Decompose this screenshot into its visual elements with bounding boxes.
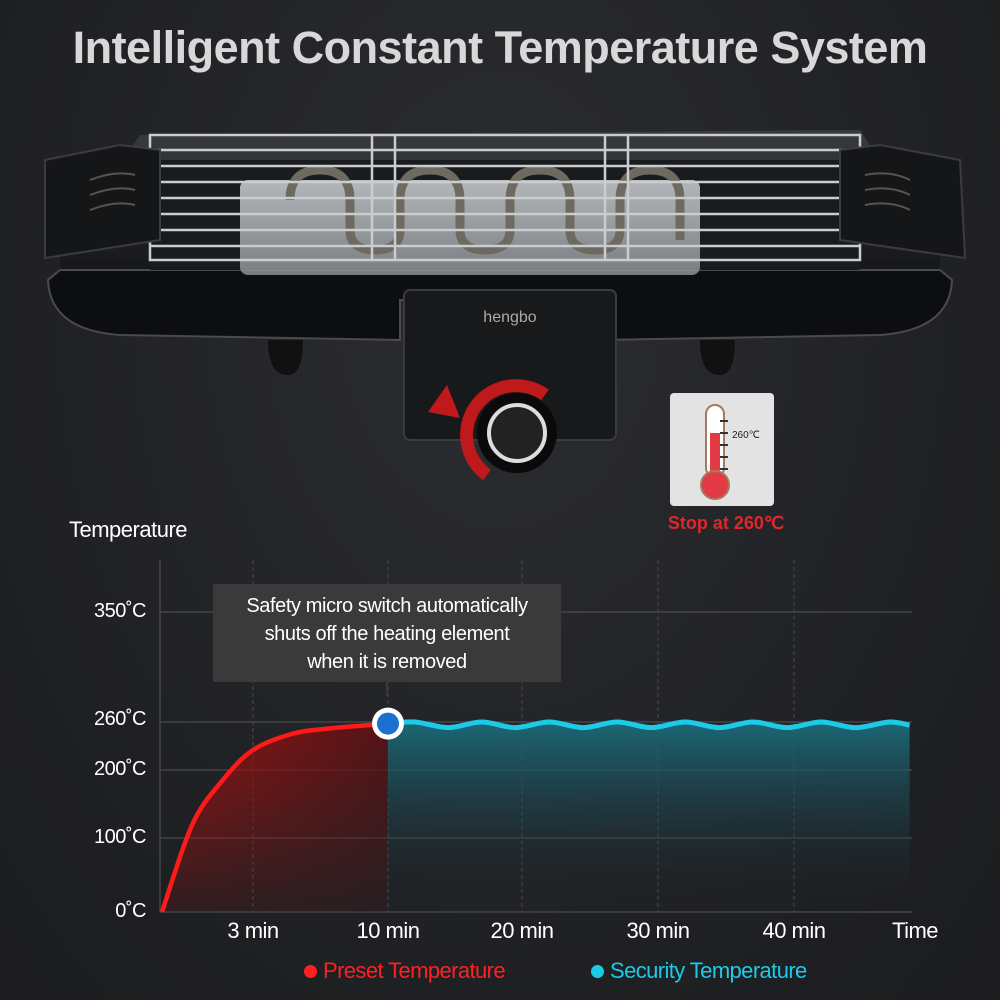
brand-logo: hengbo bbox=[483, 309, 536, 326]
note-line: Safety micro switch automatically bbox=[246, 595, 528, 617]
safety-note-tooltip: Safety micro switch automatically shuts … bbox=[213, 584, 561, 682]
y-tick-label: 200˚C bbox=[94, 758, 146, 780]
grill-illustration: hengbo bbox=[44, 130, 967, 481]
legend-preset: Preset Temperature bbox=[304, 958, 506, 984]
temperature-knob[interactable] bbox=[487, 403, 547, 463]
marker-ring bbox=[372, 707, 404, 740]
note-line: shuts off the heating element bbox=[264, 623, 510, 645]
page-title: Intelligent Constant Temperature System bbox=[72, 22, 928, 73]
legend-dot-icon bbox=[591, 964, 604, 978]
thermometer-reading: 260℃ bbox=[732, 430, 760, 441]
legend-security: Security Temperature bbox=[591, 958, 807, 984]
legend-label: Preset Temperature bbox=[323, 958, 506, 983]
switch-point-marker bbox=[377, 712, 399, 735]
y-axis-label: Temperature bbox=[69, 517, 188, 542]
y-tick-label: 0˚C bbox=[115, 900, 146, 922]
security-temperature-line bbox=[387, 719, 911, 731]
x-tick-label: 20 min bbox=[490, 918, 554, 943]
preset-temperature-line bbox=[159, 721, 389, 913]
x-tick-label: 30 min bbox=[626, 918, 690, 943]
x-axis-label: Time bbox=[891, 918, 939, 943]
x-tick-label: 40 min bbox=[762, 918, 826, 943]
y-tick-label: 260˚C bbox=[94, 708, 146, 730]
preset-area bbox=[162, 723, 388, 912]
thermometer-icon: 260℃ bbox=[700, 404, 760, 500]
x-tick-label: 3 min bbox=[227, 918, 279, 943]
x-tick-label: 10 min bbox=[356, 918, 420, 943]
thermometer-card: 260℃ bbox=[670, 393, 774, 506]
stop-label: Stop at 260℃ bbox=[667, 513, 785, 533]
control-box: hengbo bbox=[403, 289, 617, 481]
legend-dot-icon bbox=[304, 964, 317, 978]
y-tick-label: 350˚C bbox=[94, 600, 146, 622]
note-line: when it is removed bbox=[307, 651, 467, 673]
legend-label: Security Temperature bbox=[610, 958, 807, 983]
rotate-arrow-icon bbox=[460, 379, 549, 481]
handles bbox=[44, 143, 967, 260]
security-area bbox=[388, 721, 910, 900]
y-tick-label: 100˚C bbox=[94, 826, 146, 848]
tooltip-pointer bbox=[386, 682, 388, 696]
